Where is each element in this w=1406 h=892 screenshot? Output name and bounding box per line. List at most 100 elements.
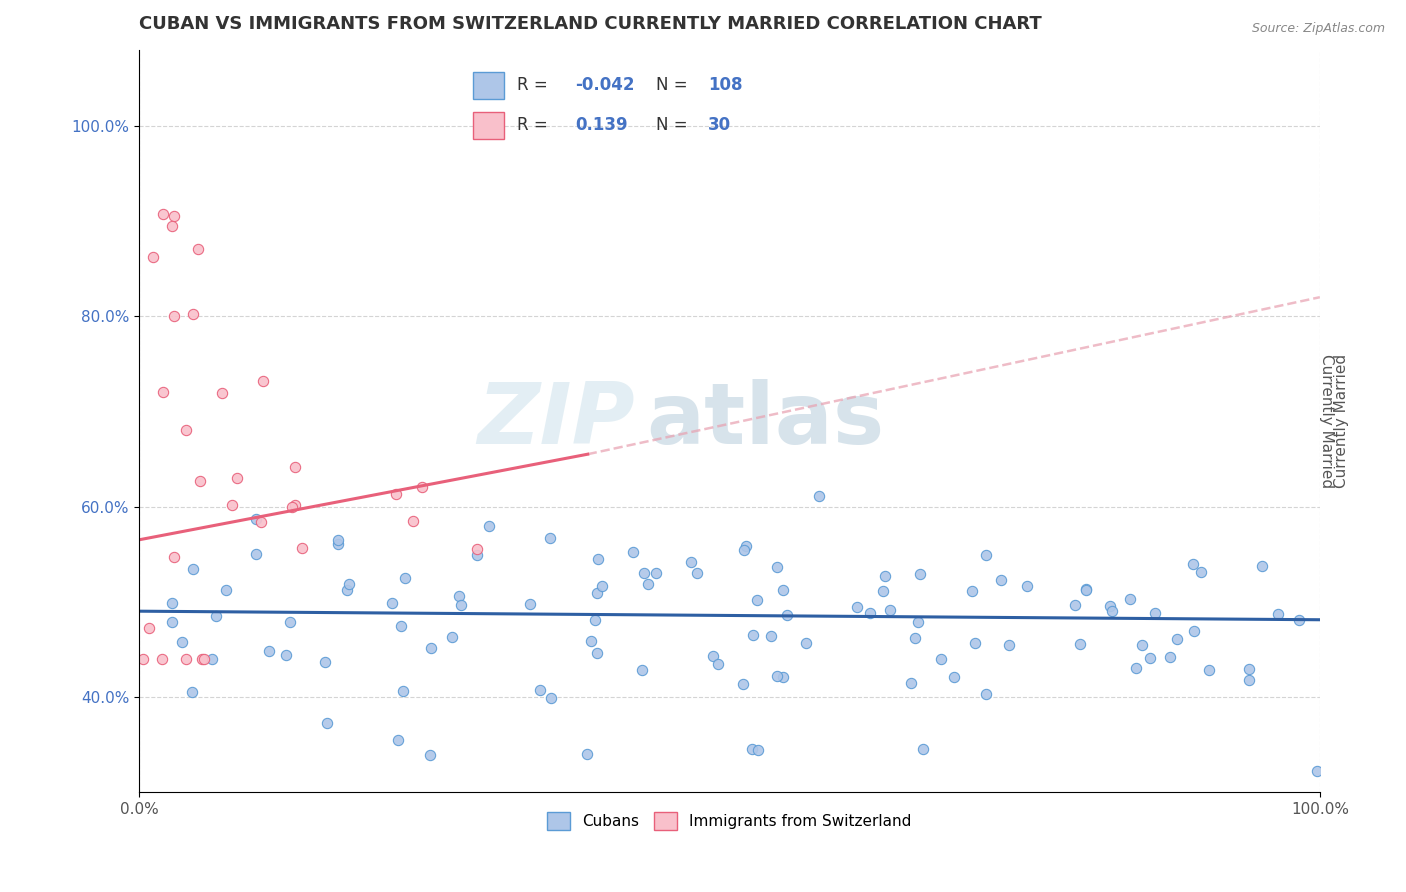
Point: [276, 648, 298, 662]
Point: [245, 511, 267, 525]
Point: [181, 685, 204, 699]
Point: [384, 487, 406, 501]
Point: [163, 550, 186, 565]
Point: [1076, 582, 1098, 596]
Point: [1119, 591, 1142, 606]
Point: [160, 615, 183, 629]
Point: [747, 743, 769, 757]
Point: [450, 598, 472, 612]
Point: [1159, 649, 1181, 664]
Point: [1306, 764, 1329, 778]
Point: [633, 566, 655, 581]
Point: [211, 386, 233, 401]
Point: [766, 669, 789, 683]
Point: [974, 548, 997, 562]
Point: [583, 613, 606, 627]
Point: [576, 747, 599, 761]
Point: [284, 499, 307, 513]
Point: [645, 566, 668, 580]
Point: [411, 481, 433, 495]
Point: [1267, 607, 1289, 621]
Legend: Cubans, Immigrants from Switzerland: Cubans, Immigrants from Switzerland: [541, 805, 918, 837]
Point: [807, 489, 830, 503]
Text: 0.139: 0.139: [575, 116, 628, 134]
Point: [170, 635, 193, 649]
FancyBboxPatch shape: [474, 71, 505, 99]
Point: [962, 583, 984, 598]
Point: [1015, 579, 1038, 593]
Point: [540, 691, 562, 706]
Point: [291, 541, 314, 556]
Point: [631, 663, 654, 677]
Point: [420, 640, 443, 655]
Point: [681, 555, 703, 569]
Point: [281, 500, 304, 514]
Point: [221, 498, 243, 512]
Point: [249, 515, 271, 529]
Point: [188, 474, 211, 488]
Point: [187, 243, 209, 257]
Text: N =: N =: [655, 116, 693, 134]
Point: [974, 687, 997, 701]
Text: -0.042: -0.042: [575, 77, 636, 95]
Point: [998, 638, 1021, 652]
Point: [990, 573, 1012, 587]
Point: [1237, 673, 1260, 687]
Point: [1139, 651, 1161, 665]
Point: [1144, 606, 1167, 620]
Text: atlas: atlas: [647, 379, 884, 462]
Point: [1069, 637, 1091, 651]
Point: [402, 514, 425, 528]
Point: [538, 532, 561, 546]
Point: [1101, 604, 1123, 618]
Point: [381, 596, 404, 610]
Point: [637, 577, 659, 591]
Point: [747, 593, 769, 607]
Text: CUBAN VS IMMIGRANTS FROM SWITZERLAND CURRENTLY MARRIED CORRELATION CHART: CUBAN VS IMMIGRANTS FROM SWITZERLAND CUR…: [139, 15, 1042, 33]
Point: [1198, 663, 1220, 677]
Point: [794, 636, 817, 650]
Point: [1182, 624, 1205, 639]
Point: [245, 547, 267, 561]
Point: [1063, 598, 1085, 612]
Point: [943, 670, 966, 684]
Point: [872, 583, 894, 598]
Point: [1130, 638, 1153, 652]
Point: [252, 374, 274, 388]
Point: [162, 219, 184, 233]
Point: [1237, 662, 1260, 676]
Point: [328, 533, 350, 548]
Text: Source: ZipAtlas.com: Source: ZipAtlas.com: [1251, 22, 1385, 36]
Text: R =: R =: [516, 77, 553, 95]
Point: [257, 644, 280, 658]
Point: [419, 747, 441, 762]
Point: [1099, 599, 1122, 613]
Point: [160, 597, 183, 611]
Point: [929, 651, 952, 665]
Point: [772, 670, 794, 684]
Point: [284, 459, 307, 474]
Point: [519, 597, 541, 611]
Point: [586, 552, 609, 566]
Point: [215, 583, 238, 598]
Point: [875, 569, 897, 583]
Point: [465, 549, 488, 563]
Point: [735, 539, 758, 553]
Point: [314, 655, 336, 669]
Point: [904, 632, 927, 646]
Point: [1181, 557, 1204, 571]
Point: [193, 652, 215, 666]
Point: [138, 621, 160, 635]
Point: [686, 566, 709, 580]
Y-axis label: Currently Married: Currently Married: [1334, 354, 1348, 488]
Point: [907, 615, 929, 629]
Point: [174, 652, 197, 666]
Point: [900, 676, 922, 690]
Point: [1125, 661, 1147, 675]
Point: [706, 657, 728, 671]
FancyBboxPatch shape: [474, 112, 505, 139]
Text: R =: R =: [516, 116, 558, 134]
Point: [1288, 613, 1310, 627]
Point: [859, 606, 882, 620]
Point: [449, 589, 471, 603]
